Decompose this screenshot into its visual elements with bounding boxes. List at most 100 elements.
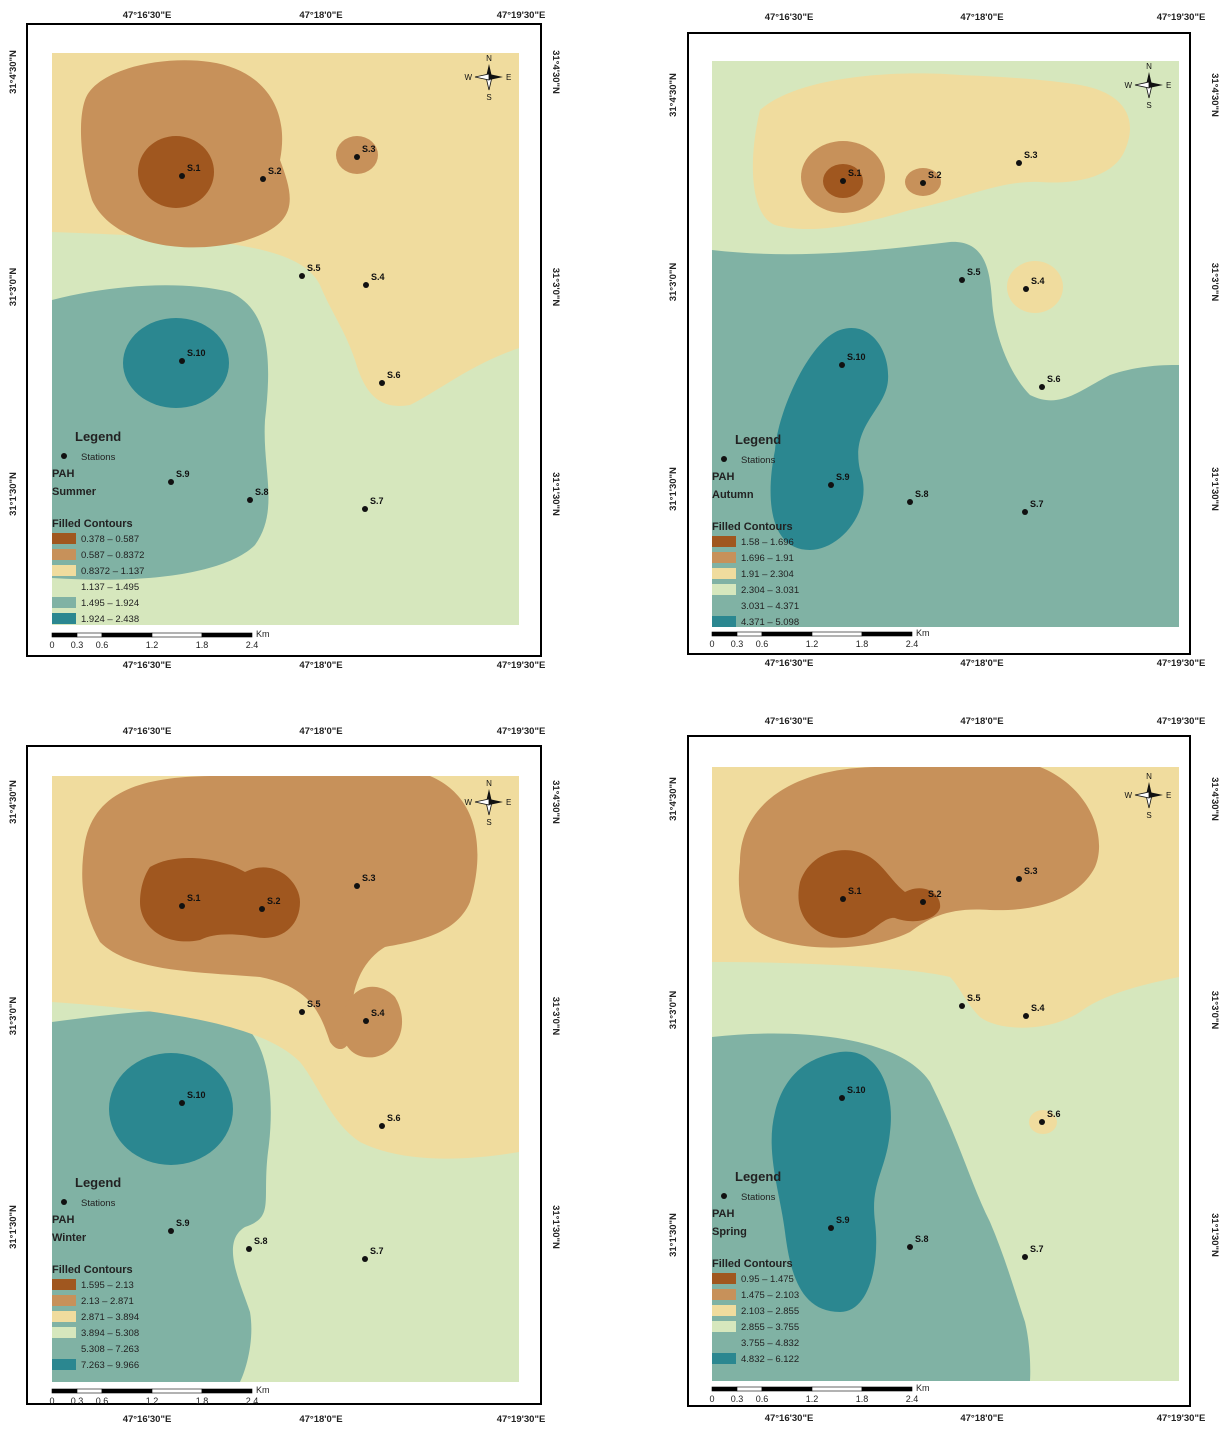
station-label: S.9 [176, 469, 190, 479]
longitude-label-top: 47°16'30"E [765, 716, 814, 727]
station-label: S.1 [848, 168, 862, 178]
station-label: S.10 [187, 1090, 206, 1100]
legend-range-5: 3.755 – 4.832 [741, 1338, 799, 1349]
compass-needle [474, 798, 490, 806]
latitude-label-left: 31°4'30"N [8, 50, 19, 94]
map-panel-winter: 47°16'30"E 47°16'30"E 47°18'0"E 47°18'0"E 47… [0, 722, 600, 1430]
compass-needle [474, 73, 490, 81]
station-label: S.4 [371, 1008, 385, 1018]
longitude-label-top: 47°16'30"E [123, 10, 172, 21]
latitude-label-left: 31°3'0"N [668, 263, 679, 302]
station-point [839, 362, 845, 368]
legend-swatch-4 [712, 584, 736, 595]
longitude-label-top: 47°19'30"E [497, 726, 546, 737]
station-label: S.8 [915, 1234, 929, 1244]
station-label: S.10 [847, 352, 866, 362]
station-label: S.5 [307, 263, 321, 273]
legend-range-3: 2.103 – 2.855 [741, 1306, 799, 1317]
compass-south-label: S [1146, 811, 1151, 820]
station-point [259, 906, 265, 912]
station-point [1023, 286, 1029, 292]
longitude-label-top: 47°19'30"E [497, 10, 546, 21]
station-point [920, 180, 926, 186]
legend-title: Legend [75, 429, 121, 444]
latitude-label-right: 31°4'30"N [550, 50, 561, 94]
station-label: S.7 [1030, 499, 1044, 509]
scale-bar-tick-label: 0.6 [96, 1396, 109, 1406]
compass-west-label: W [464, 73, 472, 82]
latitude-label-right: 31°3'0"N [1209, 991, 1220, 1030]
legend-range-5: 5.308 – 7.263 [81, 1344, 139, 1355]
longitude-label-bottom: 47°19'30"E [497, 1414, 546, 1425]
longitude-label-top: 47°19'30"E [1157, 716, 1206, 727]
contour-layer [52, 776, 519, 1382]
legend-swatch-4 [52, 1327, 76, 1338]
station-label: S.10 [847, 1085, 866, 1095]
station-label: S.7 [370, 1246, 384, 1256]
legend-stations-label: Stations [81, 1198, 116, 1209]
scale-bar-tick-label: 1.2 [146, 640, 159, 650]
scale-bar-segment [201, 632, 253, 638]
longitude-label-bottom: 47°18'0"E [299, 660, 342, 671]
station-label: S.6 [387, 370, 401, 380]
scale-bar-tick-label: 1.8 [856, 639, 869, 649]
contour-zone-6 [123, 318, 229, 408]
contour-zone-6 [770, 328, 889, 550]
scale-bar-unit: Km [256, 629, 270, 639]
station-point [260, 176, 266, 182]
station-label: S.4 [1031, 1003, 1045, 1013]
compass-needle [1146, 782, 1152, 795]
station-label: S.1 [187, 893, 201, 903]
scale-bar-tick-label: 0 [709, 639, 714, 649]
legend-swatch-4 [712, 1321, 736, 1332]
scale-bar-tick-label: 0.3 [71, 1396, 84, 1406]
contour-zone-1 [138, 136, 214, 208]
station-label: S.2 [268, 166, 282, 176]
legend-pah-label: PAH [712, 471, 734, 483]
legend-title: Legend [75, 1175, 121, 1190]
scale-bar-segment [761, 1386, 813, 1392]
scale-bar-tick-label: 1.2 [806, 639, 819, 649]
scale-bar-unit: Km [256, 1385, 270, 1395]
latitude-label-left: 31°4'30"N [668, 73, 679, 117]
station-point [1039, 1119, 1045, 1125]
longitude-label-top: 47°16'30"E [765, 12, 814, 23]
scale-bar-tick-label: 0.3 [71, 640, 84, 650]
compass-needle [486, 789, 492, 802]
scale-bar-tick-label: 0 [49, 640, 54, 650]
scale-bar-segment [736, 631, 763, 637]
longitude-label-top: 47°18'0"E [299, 10, 342, 21]
scale-bar-tick-label: 0 [709, 1394, 714, 1404]
scale-bar-segment [101, 632, 153, 638]
legend-range-3: 0.8372 – 1.137 [81, 566, 144, 577]
compass-needle [1149, 792, 1163, 798]
station-point [299, 1009, 305, 1015]
contour-map-summer: 47°16'30"E 47°16'30"E 47°18'0"E 47°18'0"E 47… [8, 10, 561, 671]
longitude-label-bottom: 47°16'30"E [765, 658, 814, 669]
compass-east-label: E [1166, 791, 1171, 800]
scale-bar-segment [51, 632, 78, 638]
legend-range-6: 7.263 – 9.966 [81, 1360, 139, 1371]
scale-bar-tick-label: 2.4 [246, 640, 259, 650]
station-point [1022, 1254, 1028, 1260]
contour-map-winter: 47°16'30"E 47°16'30"E 47°18'0"E 47°18'0"E 47… [8, 726, 561, 1425]
legend-range-5: 1.495 – 1.924 [81, 598, 139, 609]
longitude-label-top: 47°18'0"E [960, 716, 1003, 727]
latitude-label-left: 31°4'30"N [8, 780, 19, 824]
contour-zone-1 [140, 857, 300, 942]
station-point [920, 899, 926, 905]
compass-east-label: E [1166, 81, 1171, 90]
station-point [1023, 1013, 1029, 1019]
station-point [1039, 384, 1045, 390]
legend-title: Legend [735, 1169, 781, 1184]
compass-east-label: E [506, 798, 511, 807]
legend-swatch-5 [52, 1343, 76, 1354]
scale-bar-tick-label: 1.8 [856, 1394, 869, 1404]
contour-layer [712, 767, 1179, 1381]
station-point [839, 1095, 845, 1101]
scale-bar-tick-label: 2.4 [906, 639, 919, 649]
contour-zone-3 [1007, 261, 1063, 313]
station-point [299, 273, 305, 279]
scale-bar-segment [76, 1388, 103, 1394]
legend-range-6: 4.832 – 6.122 [741, 1354, 799, 1365]
